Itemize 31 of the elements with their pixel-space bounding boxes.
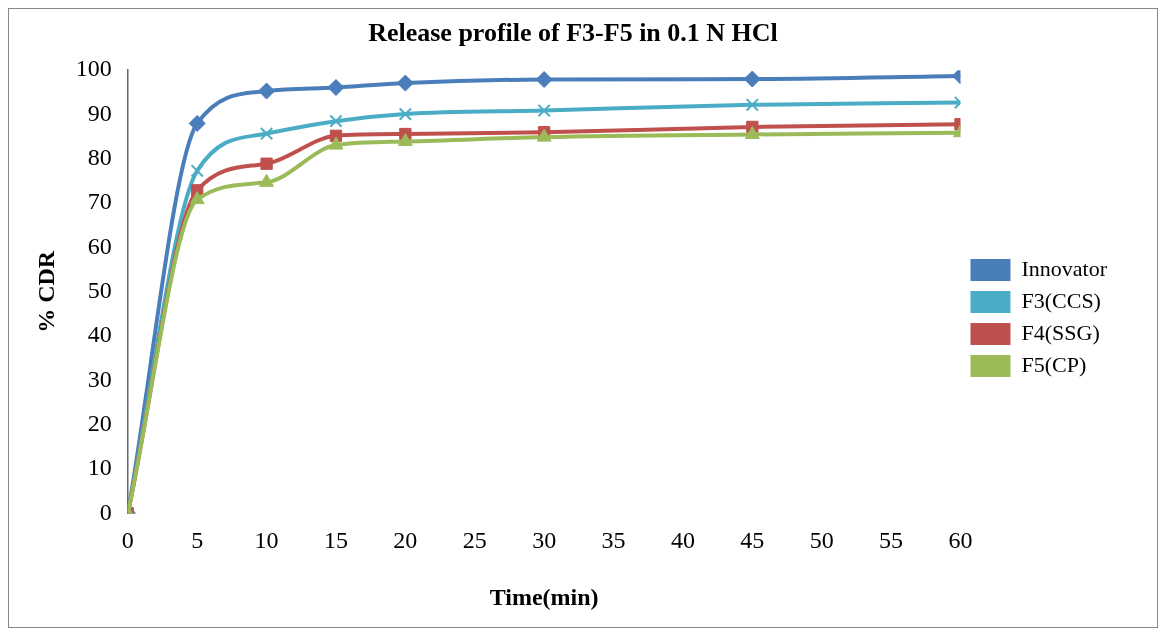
y-tick-label: 50 [87,277,112,304]
legend-label: Innovator [1021,255,1108,281]
x-tick-label: 60 [948,527,973,554]
x-tick-label: 30 [532,527,557,554]
x-tick-label: 10 [254,527,279,554]
y-tick-label: 60 [87,232,112,259]
x-tick-label: 45 [740,527,765,554]
chart-title: Release profile of F3-F5 in 0.1 N HCl [368,18,778,48]
legend-label: F3(CCS) [1021,287,1101,313]
y-tick-label: 20 [87,410,112,437]
y-tick-label: 100 [75,55,112,82]
y-tick-label: 90 [87,99,112,126]
y-tick-label: 10 [87,454,112,481]
y-tick-label: 0 [99,498,112,525]
x-tick-label: 40 [670,527,695,554]
legend-label: F5(CP) [1021,351,1087,377]
y-tick-label: 40 [87,321,112,348]
y-tick-label: 70 [87,188,112,215]
legend-label: F4(SSG) [1021,319,1100,345]
x-tick-label: 35 [601,527,626,554]
x-tick-label: 15 [323,527,348,554]
x-tick-label: 25 [462,527,487,554]
y-tick-label: 30 [87,365,112,392]
x-tick-label: 55 [879,527,904,554]
x-tick-label: 0 [121,527,134,554]
x-tick-label: 20 [393,527,418,554]
x-tick-label: 5 [191,527,204,554]
y-axis-title: % CDR [32,250,59,333]
y-tick-label: 80 [87,144,112,171]
x-axis-title: Time(min) [489,583,599,610]
x-tick-label: 50 [809,527,834,554]
